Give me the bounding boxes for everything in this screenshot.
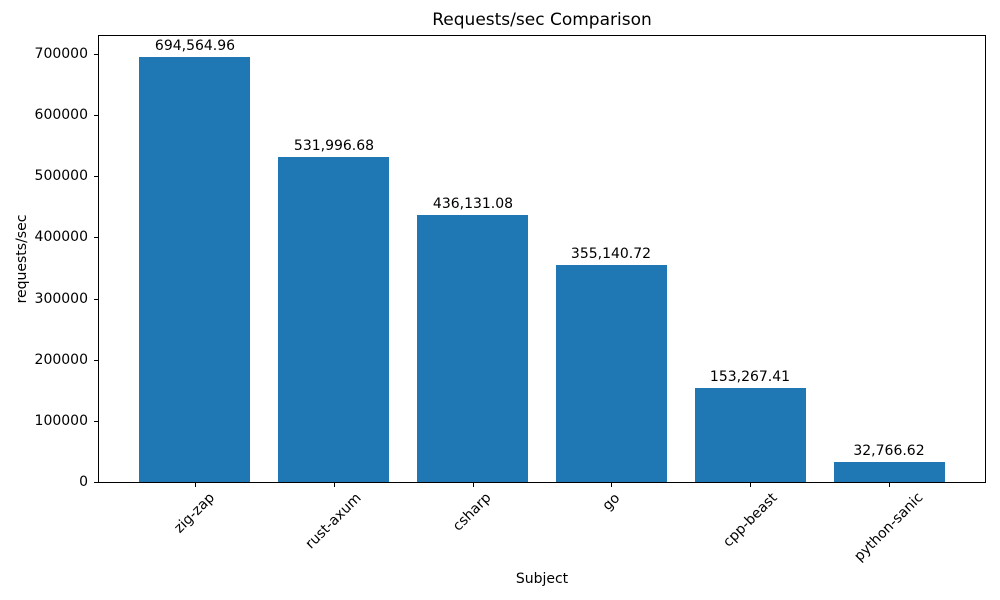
y-tick-label: 500000 <box>34 168 88 184</box>
y-tick-label: 300000 <box>34 291 88 307</box>
chart-title: Requests/sec Comparison <box>432 10 652 30</box>
y-tick-mark <box>94 360 98 361</box>
x-tick-mark <box>750 483 751 487</box>
x-tick-mark <box>334 483 335 487</box>
bar-value-label: 694,564.96 <box>154 38 236 54</box>
x-tick-mark <box>195 483 196 487</box>
x-tick-label: zig-zap <box>171 489 218 537</box>
x-tick-label: csharp <box>449 489 495 535</box>
x-tick-label: rust-axum <box>302 490 365 553</box>
plot-area: 694,564.96 531,996.68 436,131.08 355,140.72… <box>98 35 986 483</box>
y-tick-label: 0 <box>79 474 88 490</box>
bar-value-label: 153,267.41 <box>709 369 791 385</box>
y-tick-mark <box>94 237 98 238</box>
bar-value-label: 531,996.68 <box>293 138 375 154</box>
y-tick-label: 700000 <box>34 46 88 62</box>
bar-value-label: 32,766.62 <box>853 443 925 459</box>
y-tick-label: 400000 <box>34 229 88 245</box>
x-tick-label: go <box>599 490 624 514</box>
y-tick-mark <box>94 299 98 300</box>
bar <box>556 265 667 482</box>
y-tick-mark <box>94 115 98 116</box>
bar <box>278 157 389 482</box>
x-tick-label: python-sanic <box>851 489 927 565</box>
x-tick-mark <box>889 483 890 487</box>
bar <box>417 215 528 482</box>
x-tick-mark <box>611 483 612 487</box>
bar <box>834 462 945 482</box>
y-tick-label: 600000 <box>34 107 88 123</box>
y-tick-mark <box>94 482 98 483</box>
bar <box>139 57 250 482</box>
bar <box>695 388 806 482</box>
y-tick-mark <box>94 54 98 55</box>
bar-value-label: 436,131.08 <box>432 196 514 212</box>
x-tick-mark <box>473 483 474 487</box>
y-tick-mark <box>94 421 98 422</box>
x-tick-label: cpp-beast <box>720 489 781 551</box>
y-tick-label: 200000 <box>34 352 88 368</box>
bar-value-label: 355,140.72 <box>570 246 652 262</box>
y-tick-mark <box>94 176 98 177</box>
x-axis-label: Subject <box>515 571 569 587</box>
y-tick-label: 100000 <box>34 413 88 429</box>
